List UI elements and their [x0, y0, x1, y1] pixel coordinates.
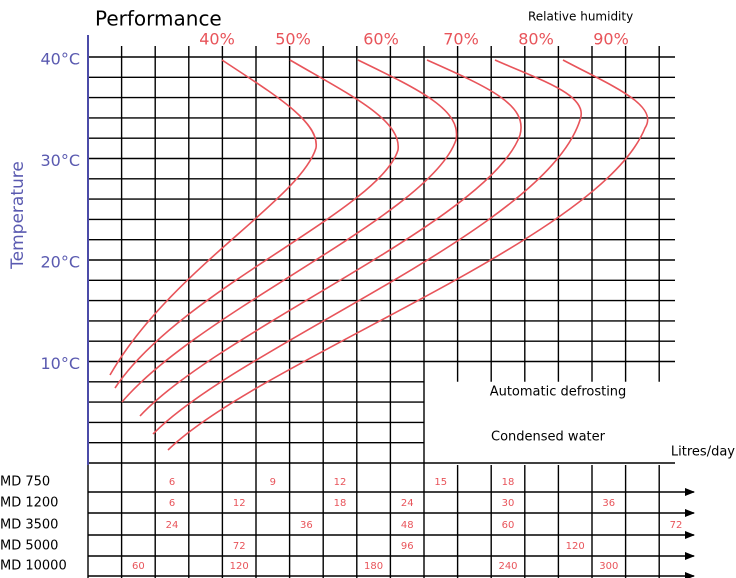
- curve: [152, 59, 583, 435]
- humidity-label: 50%: [275, 30, 311, 49]
- chart-title: Performance: [95, 7, 222, 31]
- value-label: 9: [270, 477, 276, 488]
- model-name: MD 5000: [0, 539, 58, 554]
- value-label: 96: [401, 541, 414, 552]
- note: Condensed water: [491, 430, 606, 445]
- value-label: 240: [498, 561, 517, 572]
- model-name: MD 10000: [0, 559, 67, 574]
- value-label: 120: [566, 541, 585, 552]
- y-tick-label: 10°C: [40, 354, 80, 373]
- humidity-curves: [109, 59, 649, 451]
- value-label: 36: [602, 498, 615, 509]
- humidity-label: 80%: [518, 30, 554, 49]
- value-label: 24: [166, 520, 179, 531]
- curve: [139, 59, 522, 417]
- value-label: 48: [401, 520, 414, 531]
- model-name: MD 750: [0, 475, 50, 490]
- value-label: 60: [132, 561, 145, 572]
- value-label: 72: [670, 520, 683, 531]
- humidity-label: 90%: [593, 30, 629, 49]
- unit-label: Litres/day: [671, 445, 735, 460]
- value-label: 12: [233, 498, 246, 509]
- value-label: 120: [230, 561, 249, 572]
- value-label: 24: [401, 498, 414, 509]
- model-name: MD 1200: [0, 496, 58, 511]
- curve: [121, 59, 458, 403]
- value-label: 18: [502, 477, 515, 488]
- value-label: 15: [434, 477, 447, 488]
- value-label: 30: [502, 498, 515, 509]
- y-axis-label: Temperature: [8, 161, 28, 270]
- y-tick-label: 20°C: [40, 253, 80, 272]
- value-label: 18: [334, 498, 347, 509]
- humidity-label: 40%: [199, 30, 235, 49]
- value-label: 6: [169, 477, 175, 488]
- value-label: 300: [599, 561, 618, 572]
- y-tick-label: 40°C: [40, 50, 80, 69]
- y-tick-label: 30°C: [40, 151, 80, 170]
- humidity-label: 70%: [443, 30, 479, 49]
- humidity-title: Relative humidity: [528, 10, 633, 24]
- grid: [87, 46, 675, 578]
- curve: [114, 59, 399, 389]
- note: Automatic defrosting: [490, 385, 627, 400]
- model-name: MD 3500: [0, 518, 58, 533]
- value-label: 6: [169, 498, 175, 509]
- value-label: 72: [233, 541, 246, 552]
- curve: [109, 59, 317, 376]
- curve: [167, 59, 649, 451]
- value-label: 36: [300, 520, 313, 531]
- value-label: 180: [364, 561, 383, 572]
- value-label: 12: [334, 477, 347, 488]
- humidity-label: 60%: [363, 30, 399, 49]
- value-label: 60: [502, 520, 515, 531]
